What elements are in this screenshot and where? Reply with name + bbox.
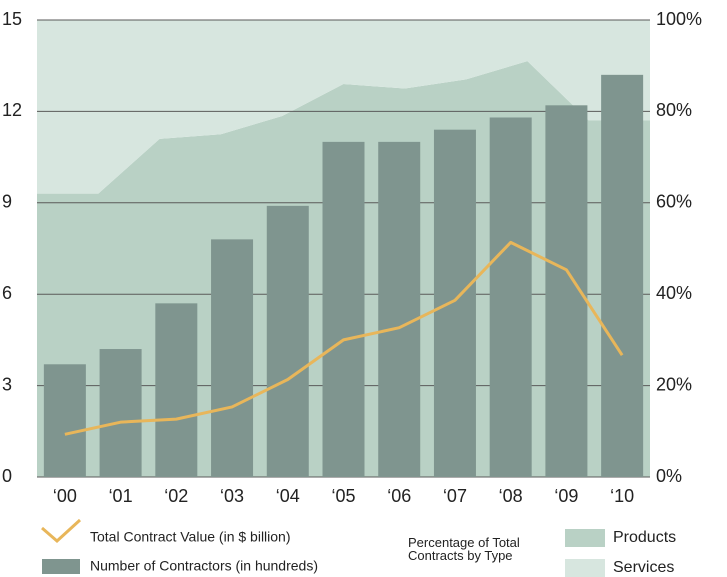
x-tick-label: ‘06 [387, 486, 411, 506]
x-tick-label: ‘02 [164, 486, 188, 506]
bar [601, 74, 644, 477]
legend-label: Total Contract Value (in $ billion) [90, 529, 291, 545]
y-tick-label: 3 [2, 374, 12, 394]
bar [433, 129, 476, 477]
legend-title: Percentage of Total Contracts by Type [408, 535, 520, 563]
legend-label: Number of Contractors (in hundreds) [90, 558, 318, 574]
y2-tick-label: 100% [656, 9, 702, 29]
legend-swatch [565, 559, 605, 577]
line [64, 240, 624, 436]
x-tick-label: ‘00 [53, 486, 77, 506]
x-tick-label: ‘05 [331, 486, 355, 506]
x-tick-label: ‘10 [610, 486, 634, 506]
legend-label: Services [613, 559, 674, 576]
y2-tick-label: 80% [656, 100, 692, 120]
y-tick-label: 15 [2, 9, 22, 29]
y2-tick-label: 0% [656, 466, 682, 486]
x-tick-label: ‘09 [554, 486, 578, 506]
legend-label: Products [613, 529, 676, 546]
x-tick-label: ‘03 [220, 486, 244, 506]
y-tick-label: 9 [2, 192, 12, 212]
x-tick-label: ‘07 [443, 486, 467, 506]
y-tick-label: 0 [2, 466, 12, 486]
bar [322, 141, 365, 477]
x-tick-label: ‘08 [499, 486, 523, 506]
legend-line [41, 518, 82, 544]
y-tick-label: 12 [2, 100, 22, 120]
bar [43, 364, 86, 477]
bar [211, 239, 254, 477]
x-tick-label: ‘01 [109, 486, 133, 506]
y2-tick-label: 20% [656, 374, 692, 394]
bar [489, 117, 532, 477]
legend-swatch [42, 559, 80, 574]
area [37, 20, 650, 194]
bar [378, 141, 421, 477]
bar [266, 205, 309, 477]
y-tick-label: 6 [2, 283, 12, 303]
legend-swatch [565, 529, 605, 547]
y2-tick-label: 40% [656, 283, 692, 303]
bar [99, 349, 142, 477]
x-tick-label: ‘04 [276, 486, 300, 506]
y2-tick-label: 60% [656, 192, 692, 212]
bar [155, 303, 198, 477]
